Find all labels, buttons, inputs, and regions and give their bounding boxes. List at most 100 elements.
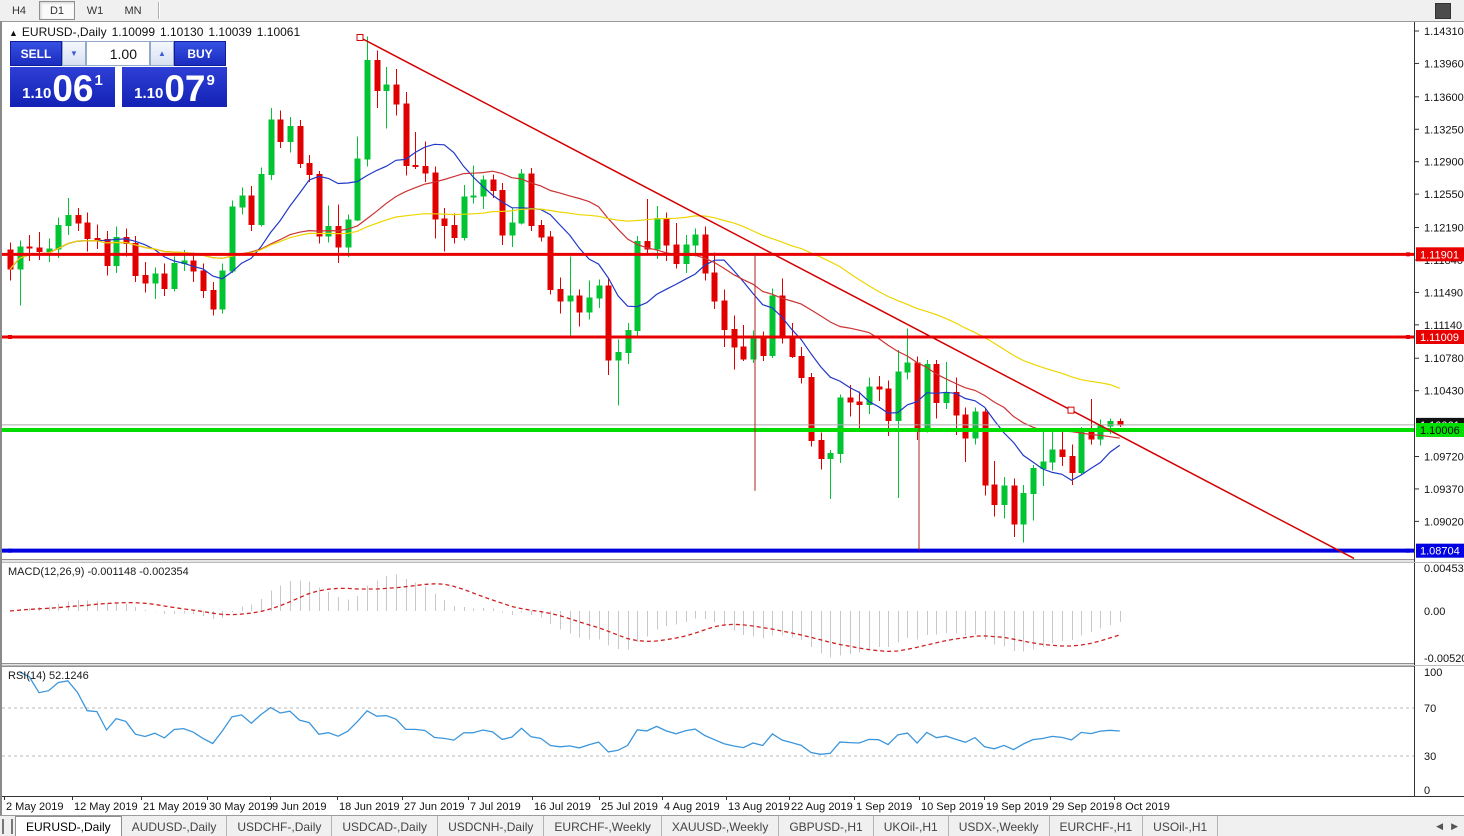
date-axis-label: 8 Oct 2019 bbox=[1116, 801, 1170, 813]
sell-price-big: 06 bbox=[52, 67, 94, 109]
sell-price-sup: 1 bbox=[94, 72, 103, 89]
tab-scroll-left-icon[interactable]: ◀ bbox=[1436, 821, 1444, 831]
candle bbox=[441, 218, 448, 227]
horizontal-levels bbox=[2, 33, 1414, 560]
chart-tab-ukoil-h1[interactable]: UKOil-,H1 bbox=[874, 816, 949, 836]
candle bbox=[383, 84, 390, 91]
chart-tab-usoil-h1[interactable]: USOil-,H1 bbox=[1143, 816, 1219, 836]
candle bbox=[94, 238, 101, 241]
symbol-name: EURUSD-,Daily bbox=[21, 25, 107, 39]
chart-tab-gbpusd-h1[interactable]: GBPUSD-,H1 bbox=[779, 816, 874, 836]
candle bbox=[1011, 485, 1018, 525]
candle bbox=[75, 214, 82, 224]
candle bbox=[518, 173, 525, 224]
candle bbox=[547, 236, 554, 291]
buy-price-prefix: 1.10 bbox=[134, 85, 164, 102]
trendline[interactable] bbox=[359, 36, 1355, 560]
macd-scale-label: 0.00 bbox=[1424, 606, 1445, 618]
volume-input[interactable]: 1.00 bbox=[86, 41, 150, 66]
candle bbox=[827, 453, 834, 459]
candle bbox=[654, 217, 661, 250]
candle bbox=[229, 206, 236, 272]
candle bbox=[1030, 468, 1037, 495]
candle bbox=[1117, 420, 1124, 426]
sell-price-panel[interactable]: 1.10 06 1 bbox=[10, 67, 115, 107]
candle bbox=[374, 60, 381, 91]
chart-tab-usdchf-daily[interactable]: USDCHF-,Daily bbox=[227, 816, 333, 836]
candle bbox=[953, 392, 960, 416]
date-axis-label: 1 Sep 2019 bbox=[856, 801, 912, 813]
chart-tab-usdx-weekly[interactable]: USDX-,Weekly bbox=[949, 816, 1050, 836]
candle bbox=[84, 222, 91, 240]
buy-price-big: 07 bbox=[164, 67, 206, 109]
rsi-scale-label: 30 bbox=[1424, 751, 1436, 763]
candle bbox=[760, 337, 767, 356]
candle bbox=[692, 234, 699, 246]
candle bbox=[943, 392, 950, 404]
timeframe-button-mn[interactable]: MN bbox=[124, 4, 142, 17]
candle bbox=[451, 225, 458, 239]
candle bbox=[432, 172, 439, 220]
price-badge-text: 1.11901 bbox=[1420, 249, 1459, 261]
candle bbox=[248, 195, 255, 226]
chart-tab-eurchf-h1[interactable]: EURCHF-,H1 bbox=[1050, 816, 1144, 836]
timeframe-button-h4[interactable]: H4 bbox=[11, 4, 27, 17]
buy-button[interactable]: BUY bbox=[174, 41, 226, 66]
candle bbox=[596, 285, 603, 299]
price-tick-label: 1.10430 bbox=[1424, 386, 1464, 398]
price-badge-text: 1.08704 bbox=[1420, 546, 1460, 558]
candle bbox=[1107, 420, 1114, 427]
ohlc-open: 1.10099 bbox=[111, 25, 155, 39]
candle bbox=[509, 222, 516, 236]
price-badge-1.11009 bbox=[1416, 330, 1464, 345]
date-axis-label: 30 May 2019 bbox=[209, 801, 273, 813]
tab-bar-grip bbox=[2, 819, 13, 834]
candle bbox=[528, 173, 535, 227]
candle bbox=[856, 401, 863, 406]
chart-tab-usdcnh-daily[interactable]: USDCNH-,Daily bbox=[438, 816, 545, 836]
volume-increase-button[interactable]: ▲ bbox=[150, 41, 174, 66]
trendline-anchor-marker[interactable] bbox=[356, 33, 364, 41]
timeframe-button-d1[interactable]: D1 bbox=[39, 1, 75, 20]
candle bbox=[740, 346, 747, 360]
candle bbox=[219, 270, 226, 310]
price-tick-label: 1.11490 bbox=[1424, 287, 1463, 299]
candle bbox=[808, 377, 815, 442]
candle bbox=[615, 352, 622, 361]
price-tick-label: 1.09020 bbox=[1424, 516, 1464, 528]
date-axis-label: 13 Aug 2019 bbox=[728, 801, 790, 813]
timeframe-button-w1[interactable]: W1 bbox=[86, 4, 104, 17]
chart-tab-eurchf-weekly[interactable]: EURCHF-,Weekly bbox=[544, 816, 662, 836]
tab-scroll-right-icon[interactable]: ▶ bbox=[1451, 821, 1458, 831]
window-control-button[interactable] bbox=[1435, 3, 1451, 19]
candle bbox=[490, 179, 497, 191]
macd-signal-line bbox=[9, 583, 1120, 653]
candle bbox=[364, 60, 371, 160]
candle bbox=[268, 119, 275, 176]
chart-tab-audusd-daily[interactable]: AUDUSD-,Daily bbox=[122, 816, 228, 836]
volume-decrease-button[interactable]: ▼ bbox=[62, 41, 86, 66]
chart-tab-xauusd-weekly[interactable]: XAUUSD-,Weekly bbox=[662, 816, 780, 836]
date-axis-label: 2 May 2019 bbox=[6, 801, 63, 813]
candle bbox=[605, 285, 612, 361]
candle bbox=[1059, 449, 1066, 457]
candle bbox=[798, 355, 805, 379]
candle bbox=[769, 295, 776, 356]
rsi-indicator-label: RSI(14) 52.1246 bbox=[8, 670, 89, 682]
trendline-anchor-marker[interactable] bbox=[1067, 406, 1075, 414]
price-badge-1.10006 bbox=[1416, 422, 1464, 437]
candle bbox=[1040, 461, 1047, 470]
candle bbox=[142, 275, 149, 284]
sell-button[interactable]: SELL bbox=[10, 41, 62, 66]
buy-price-sup: 9 bbox=[206, 72, 215, 89]
buy-price-panel[interactable]: 1.10 07 9 bbox=[122, 67, 227, 107]
candle bbox=[161, 273, 168, 290]
rsi-pane bbox=[2, 671, 1414, 757]
chart-canvas[interactable]: 1.14310 1.13960 1.13600 1.13250 1.12900 1.125… bbox=[2, 21, 1464, 836]
date-axis-label: 9 Jun 2019 bbox=[272, 801, 326, 813]
chart-tab-usdcad-daily[interactable]: USDCAD-,Daily bbox=[332, 816, 439, 836]
chart-tab-eurusd-daily[interactable]: EURUSD-,Daily bbox=[15, 816, 122, 836]
candle bbox=[1078, 431, 1085, 473]
candle bbox=[65, 214, 72, 227]
rsi-line bbox=[19, 671, 1120, 755]
